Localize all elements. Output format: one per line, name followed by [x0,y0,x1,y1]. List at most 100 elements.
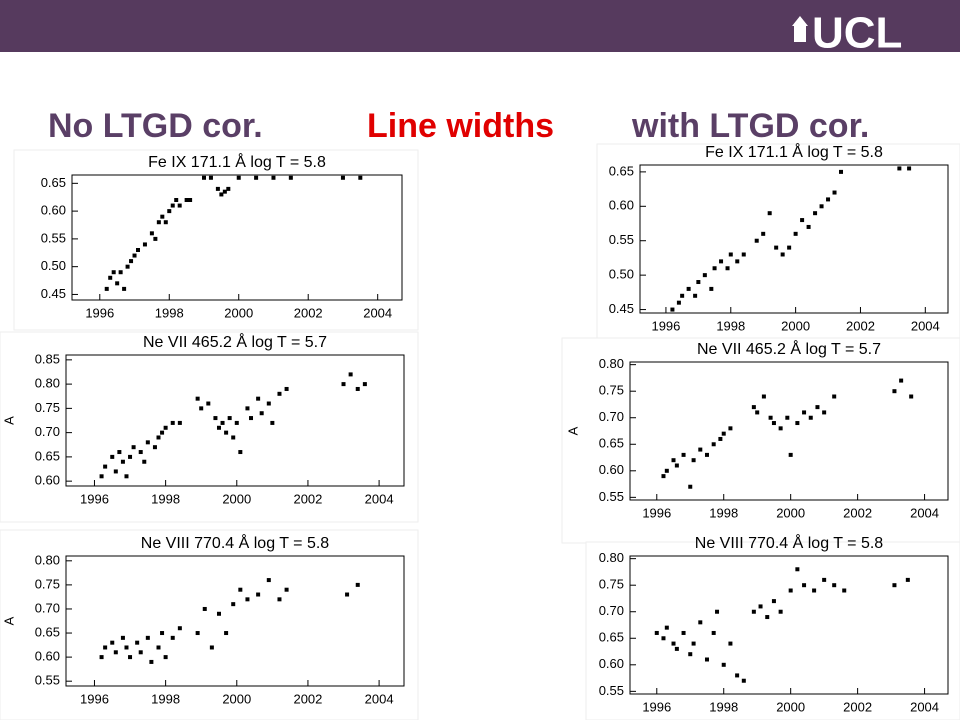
chart-title: Ne VIII 770.4 Å log T = 5.8 [695,533,884,552]
x-tick-label: 1996 [80,491,109,506]
y-tick-label: 0.65 [599,630,624,645]
chart: Ne VII 465.2 Å log T = 5.7 A 0.55 0.60 0.65 0… [561,337,960,544]
y-tick-label: 0.60 [41,203,66,218]
chart-title: Ne VII 465.2 Å log T = 5.7 [143,332,327,351]
y-tick-label: 0.70 [599,603,624,618]
x-tick-label: 2004 [910,699,939,714]
point [808,415,813,420]
point [103,645,108,650]
point [231,602,236,607]
x-tick-label: 2004 [363,305,392,320]
y-tick-label: 0.60 [35,649,60,664]
point [688,484,693,489]
point [686,286,691,291]
point [216,611,221,616]
point [124,645,129,650]
point [774,245,779,250]
point [348,372,353,377]
y-tick-label: 0.75 [599,577,624,592]
point [288,175,293,180]
point [149,659,154,664]
point [788,452,793,457]
point [153,236,158,241]
x-tick-label: 1996 [642,699,671,714]
y-tick-label: 0.50 [41,258,66,273]
point [813,211,818,216]
logo-icon [792,16,808,42]
y-tick-label: 0.70 [35,600,60,615]
point [670,307,675,312]
point [111,270,116,275]
point [227,416,232,421]
point [355,582,360,587]
point [664,468,669,473]
point [170,203,175,208]
point [236,175,241,180]
point [719,259,724,264]
plot-frame [629,555,949,695]
point [215,186,220,191]
point [110,454,115,459]
point [767,211,772,216]
y-tick-label: 0.65 [35,624,60,639]
point [819,204,824,209]
point [113,469,118,474]
y-tick-label: 0.80 [35,376,60,391]
point [170,635,175,640]
plot-frame [71,174,403,301]
x-tick-label: 2000 [222,491,251,506]
point [718,436,723,441]
y-tick-label: 0.80 [599,550,624,565]
right-heading: with LTGD cor. [631,107,869,145]
point [735,673,740,678]
point [839,169,844,174]
x-tick-label: 2002 [846,318,875,333]
point [202,175,206,180]
point [99,474,104,479]
point [136,248,140,252]
point [110,640,115,645]
point [780,252,785,257]
x-tick-label: 2004 [910,505,939,520]
x-tick-label: 2004 [365,691,394,706]
y-tick-label: 0.50 [609,267,634,282]
x-tick-label: 2002 [293,491,322,506]
point [751,609,756,614]
point [284,587,289,592]
point [721,662,726,667]
chart-background [0,331,419,523]
point [812,588,817,593]
point [795,567,800,572]
y-axis-label: A [565,426,580,435]
x-tick-label: 1998 [709,699,738,714]
point [787,245,792,250]
point [909,394,914,399]
point [259,411,264,416]
point [174,198,179,202]
point [103,464,108,469]
point [793,231,798,236]
point [711,630,716,635]
x-tick-label: 1998 [709,505,738,520]
point [832,394,837,399]
point [142,242,147,247]
point [664,625,669,630]
y-tick-label: 0.65 [35,448,60,463]
point [712,266,717,271]
point [152,445,157,450]
plot-frame [65,555,405,687]
chart-title: Ne VII 465.2 Å log T = 5.7 [697,339,881,358]
x-tick-label: 1998 [155,305,184,320]
x-tick-label: 1998 [716,318,745,333]
point [160,631,165,636]
x-tick-label: 2004 [365,491,394,506]
point [671,641,676,646]
point [674,646,679,651]
point [135,640,140,645]
point [266,401,271,406]
point [118,270,123,275]
point [245,406,250,411]
point [674,463,679,468]
point [771,599,776,604]
y-axis-label: A [1,416,16,425]
